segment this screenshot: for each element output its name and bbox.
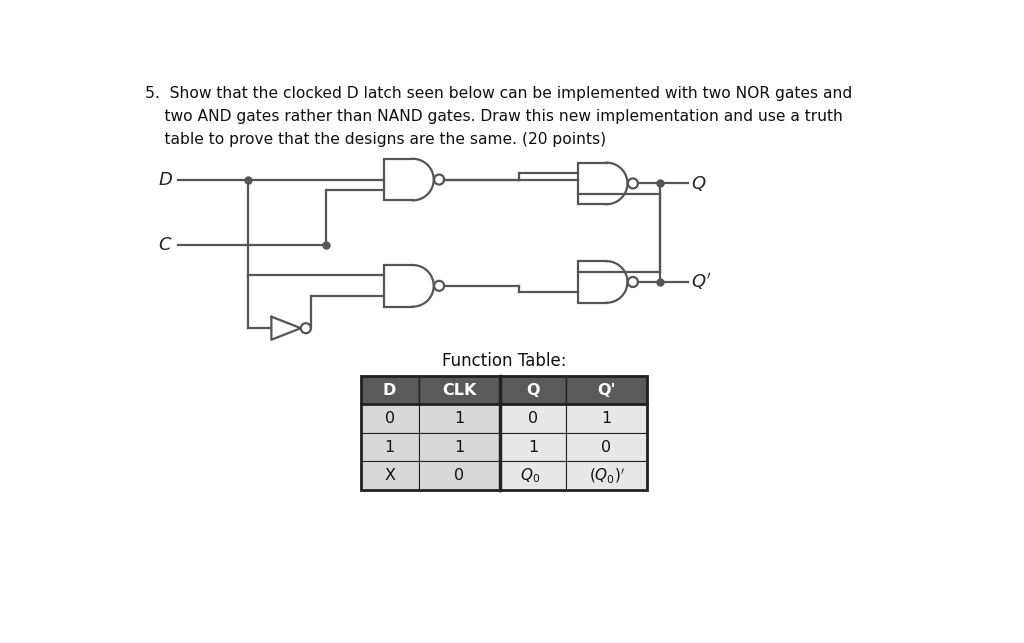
Text: $Q$: $Q$ [690, 174, 707, 193]
Text: 1: 1 [527, 440, 538, 455]
Text: $C$: $C$ [159, 236, 173, 254]
Text: $Q'$: $Q'$ [690, 271, 712, 293]
Text: 1: 1 [455, 440, 465, 455]
Text: 0: 0 [455, 468, 464, 483]
Bar [566, 404, 647, 433]
Text: 1: 1 [455, 411, 465, 426]
Text: 0: 0 [601, 440, 611, 455]
Bar [419, 433, 500, 462]
Bar [360, 433, 419, 462]
Bar [360, 376, 419, 404]
Text: 1: 1 [601, 411, 611, 426]
Text: $D$: $D$ [158, 170, 173, 188]
Bar [500, 462, 566, 490]
Bar [419, 376, 500, 404]
Bar [566, 376, 647, 404]
Text: X: X [384, 468, 395, 483]
Bar [419, 404, 500, 433]
Bar [500, 433, 566, 462]
Bar [419, 462, 500, 490]
Text: two AND gates rather than NAND gates. Draw this new implementation and use a tru: two AND gates rather than NAND gates. Dr… [145, 109, 843, 123]
Bar [566, 462, 647, 490]
Bar [500, 404, 566, 433]
Text: Q: Q [526, 383, 540, 397]
Text: $(Q_0)'$: $(Q_0)'$ [589, 466, 625, 485]
Text: 5.  Show that the clocked D latch seen below can be implemented with two NOR gat: 5. Show that the clocked D latch seen be… [145, 86, 852, 101]
Bar [360, 462, 419, 490]
Text: D: D [383, 383, 396, 397]
Bar [360, 376, 647, 490]
Bar [360, 404, 419, 433]
Text: CLK: CLK [442, 383, 476, 397]
Text: $Q_0$: $Q_0$ [520, 466, 540, 485]
Bar [500, 376, 566, 404]
Bar [566, 433, 647, 462]
Text: 1: 1 [384, 440, 394, 455]
Text: 0: 0 [384, 411, 394, 426]
Text: 0: 0 [528, 411, 538, 426]
Text: table to prove that the designs are the same. (20 points): table to prove that the designs are the … [145, 132, 606, 147]
Text: Q': Q' [597, 383, 615, 397]
Text: Function Table:: Function Table: [441, 352, 566, 370]
